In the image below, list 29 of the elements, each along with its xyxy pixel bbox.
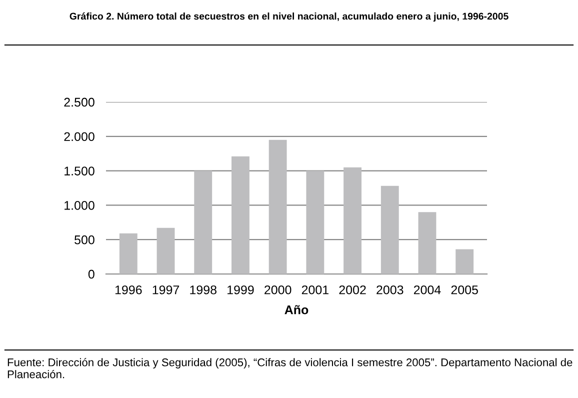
x-tick-label: 1997 (152, 285, 180, 294)
bar (232, 156, 250, 274)
y-tick-label: 500 (74, 235, 94, 244)
x-tick-label: 1998 (190, 285, 216, 294)
bar (456, 249, 474, 274)
x-tick-label: 2005 (451, 285, 478, 294)
x-tick-label: 2003 (376, 285, 404, 294)
x-tick-label: 2001 (302, 285, 328, 294)
y-tick-label: 1.500 (64, 166, 94, 176)
bar (268, 140, 287, 274)
x-tick-label: 2002 (339, 285, 366, 294)
source-note: Fuente: Dirección de Justicia y Seguridad (2005), “Cifras de violencia I semestre 2005”. Departamento Nacional de Planeación. (8, 358, 572, 378)
y-tick-label: 0 (88, 270, 94, 279)
bar (418, 212, 436, 274)
x-tick-label: 1996 (115, 285, 142, 294)
bar (156, 228, 175, 274)
bar (306, 170, 324, 274)
x-tick-label: 2000 (264, 285, 292, 294)
y-tick-label: 1.000 (64, 201, 94, 210)
y-tick-label: 2.500 (64, 98, 94, 107)
bar (119, 233, 138, 274)
chart-title: Gráfico 2. Número total de secuestros en el nivel nacional, acumulado enero a junio, 1996-2005 (70, 12, 508, 22)
x-tick-label: 1999 (228, 285, 254, 294)
bar (380, 186, 399, 274)
x-tick-label: 2004 (414, 285, 441, 294)
bar (344, 167, 362, 274)
bar (194, 170, 212, 274)
y-tick-label: 2.000 (64, 132, 94, 142)
x-axis-title: Año (284, 305, 308, 314)
